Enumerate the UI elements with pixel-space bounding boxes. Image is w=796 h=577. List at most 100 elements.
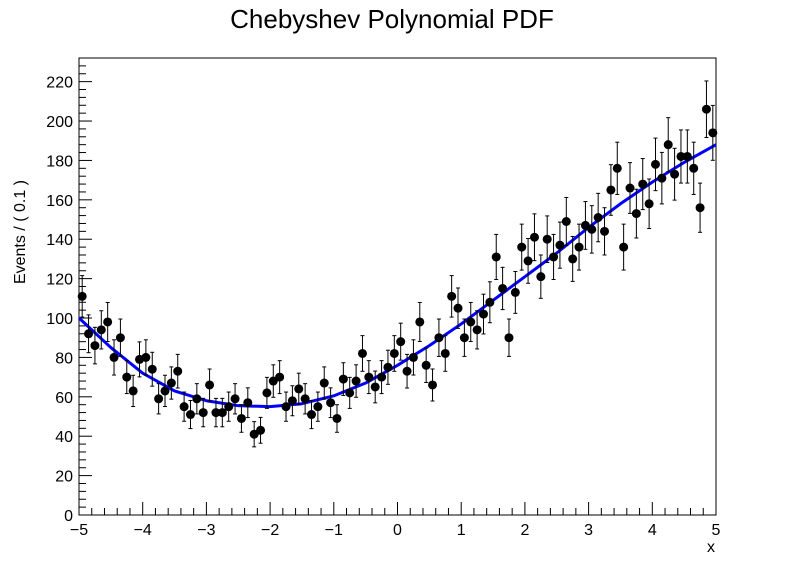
data-point xyxy=(294,372,304,406)
data-marker xyxy=(77,291,87,301)
data-marker xyxy=(631,209,641,219)
data-point xyxy=(644,178,654,230)
data-point xyxy=(396,322,406,361)
data-point xyxy=(103,301,113,342)
data-point xyxy=(549,233,559,280)
data-marker xyxy=(606,185,616,195)
data-point xyxy=(523,238,533,284)
data-point xyxy=(351,364,361,398)
plot-frame xyxy=(78,57,717,516)
data-marker xyxy=(523,256,533,266)
data-marker xyxy=(612,163,622,173)
data-marker xyxy=(294,384,304,394)
data-point xyxy=(313,391,323,422)
chart-title: Chebyshev Polynomial PDF xyxy=(230,4,554,34)
x-tick-label: 5 xyxy=(712,522,721,539)
data-point xyxy=(230,383,240,415)
data-point xyxy=(90,326,100,365)
data-point xyxy=(650,137,660,192)
data-marker xyxy=(638,179,648,189)
data-point xyxy=(504,318,514,357)
data-point xyxy=(428,368,438,402)
y-tick-label: 20 xyxy=(55,469,73,486)
data-marker xyxy=(236,413,246,423)
data-point xyxy=(185,399,195,430)
data-marker xyxy=(96,325,106,335)
data-marker xyxy=(421,360,431,370)
data-marker xyxy=(166,378,176,388)
data-marker xyxy=(90,341,100,351)
y-tick-label: 140 xyxy=(46,232,73,249)
y-tick-label: 220 xyxy=(46,75,73,92)
data-marker xyxy=(593,213,603,223)
data-marker xyxy=(307,410,317,420)
data-marker xyxy=(440,348,450,358)
data-marker xyxy=(619,242,629,252)
data-point xyxy=(287,385,297,417)
data-marker xyxy=(185,410,195,420)
data-point xyxy=(84,314,94,354)
data-point xyxy=(173,353,183,389)
data-marker xyxy=(574,242,584,252)
data-point xyxy=(326,387,336,419)
y-tick-label: 120 xyxy=(46,272,73,289)
data-marker xyxy=(198,408,208,418)
data-marker xyxy=(147,364,157,374)
data-marker xyxy=(377,372,387,382)
data-point xyxy=(224,391,234,422)
data-point xyxy=(415,301,425,342)
data-point xyxy=(434,318,444,357)
data-point xyxy=(580,201,590,250)
data-marker xyxy=(561,216,571,226)
data-point xyxy=(319,366,329,400)
data-marker xyxy=(179,402,189,412)
data-point xyxy=(536,254,546,299)
data-marker xyxy=(319,378,329,388)
data-point xyxy=(440,335,450,372)
data-point xyxy=(593,192,603,243)
y-tick-label: 60 xyxy=(55,390,73,407)
data-marker xyxy=(300,394,310,404)
data-marker xyxy=(287,396,297,406)
data-point xyxy=(663,117,673,173)
data-point xyxy=(568,235,578,282)
data-point xyxy=(307,399,317,430)
data-marker xyxy=(389,348,399,358)
data-marker xyxy=(211,408,221,418)
data-marker xyxy=(676,151,686,161)
data-point xyxy=(529,213,539,262)
data-point xyxy=(606,164,616,216)
x-tick-label: 1 xyxy=(457,522,466,539)
data-point xyxy=(249,421,259,448)
data-point xyxy=(408,339,418,376)
data-marker xyxy=(689,163,699,173)
data-marker xyxy=(498,283,508,293)
data-marker xyxy=(313,402,323,412)
data-point xyxy=(625,162,635,214)
points-layer xyxy=(77,80,718,448)
curve-layer xyxy=(77,143,717,409)
data-marker xyxy=(434,333,444,343)
data-marker xyxy=(701,104,711,114)
data-point xyxy=(389,335,399,372)
data-point xyxy=(421,347,431,383)
data-marker xyxy=(485,297,495,307)
data-point xyxy=(115,318,125,357)
data-marker xyxy=(122,372,132,382)
data-marker xyxy=(243,398,253,408)
data-marker xyxy=(555,240,565,250)
data-marker xyxy=(192,394,202,404)
data-point xyxy=(676,129,686,184)
data-marker xyxy=(370,382,380,392)
data-point xyxy=(510,270,520,314)
data-point xyxy=(574,223,584,271)
y-tick-label: 180 xyxy=(46,153,73,170)
data-point xyxy=(478,293,488,335)
data-point xyxy=(638,158,648,211)
data-point xyxy=(619,223,629,271)
data-marker xyxy=(472,325,482,335)
data-marker xyxy=(103,317,113,327)
data-point xyxy=(587,205,597,254)
data-marker xyxy=(529,232,539,242)
